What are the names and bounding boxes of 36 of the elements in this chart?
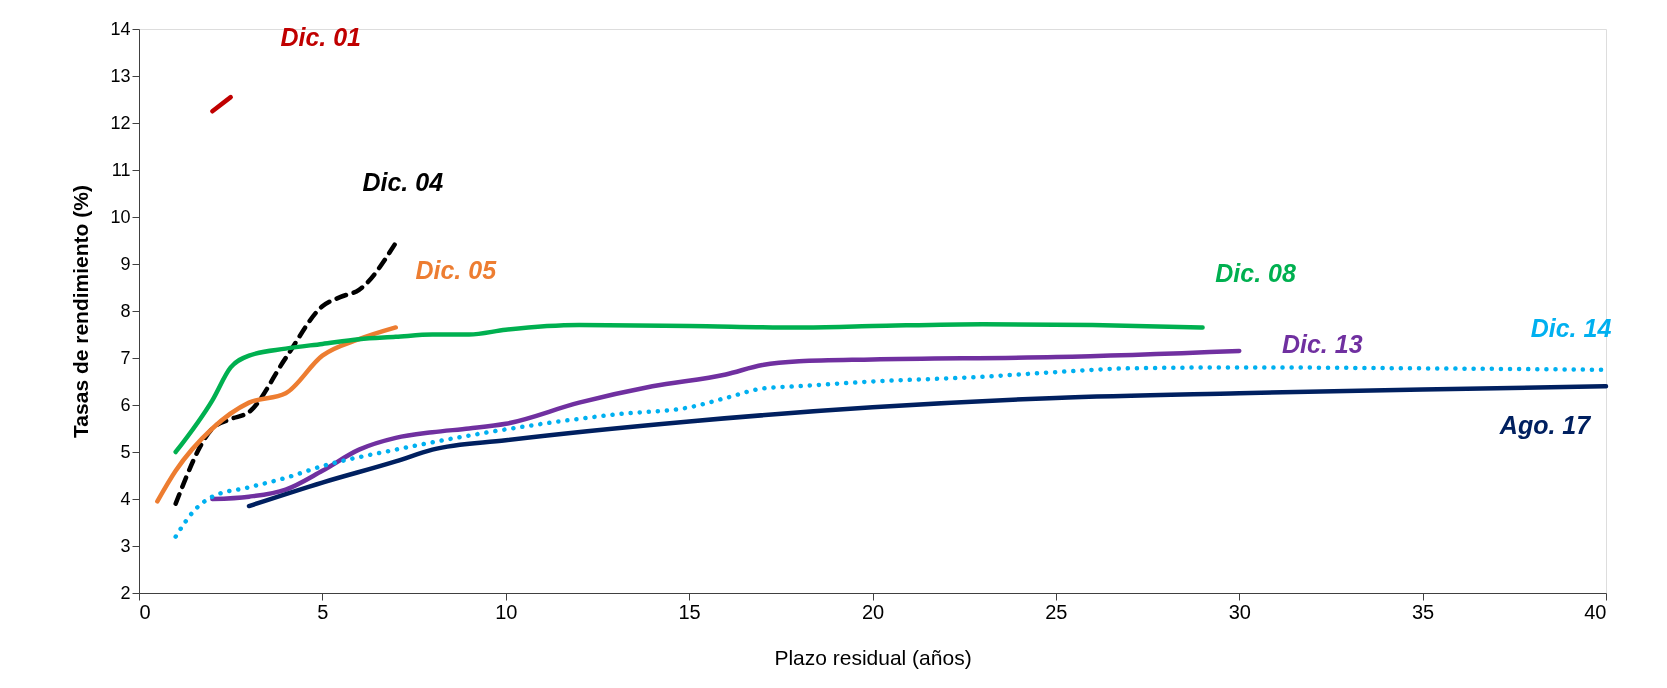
x-tick-label: 5 xyxy=(317,600,329,623)
y-tick-label: 5 xyxy=(120,441,131,462)
y-tick-label: 13 xyxy=(110,65,131,86)
y-tick-label: 9 xyxy=(120,253,131,274)
text: Dic. 04 xyxy=(362,167,444,196)
x-tick-label: 40 xyxy=(1584,600,1607,623)
y-tick-label: 10 xyxy=(110,206,131,227)
x-tick-label: 10 xyxy=(495,600,518,623)
x-tick-label: 30 xyxy=(1228,600,1251,623)
x-tick-label: 35 xyxy=(1412,600,1435,623)
series-label: Dic. 14 xyxy=(1530,313,1612,342)
series-label: Dic. 08 xyxy=(1215,259,1296,288)
line-series xyxy=(173,321,1205,455)
series-label: Ago. 17 xyxy=(1498,411,1592,440)
line-series xyxy=(173,240,398,506)
y-tick-label: 11 xyxy=(111,159,131,180)
y-tick-label: 3 xyxy=(120,535,131,556)
y-tick-label: 6 xyxy=(120,394,131,415)
y-tick-label: 14 xyxy=(110,18,131,39)
series-label: Dic. 05 xyxy=(415,256,498,285)
x-axis-title: Plazo residual (años) xyxy=(774,645,972,669)
line-series xyxy=(210,348,1242,502)
line-series xyxy=(246,383,1609,509)
y-tick-label: 12 xyxy=(110,112,131,133)
x-tick-label: 20 xyxy=(861,600,885,623)
line-series xyxy=(155,325,398,504)
x-tick-label: 0 xyxy=(139,600,151,623)
y-tick-label: 4 xyxy=(120,488,131,509)
x-tick-label: 25 xyxy=(1045,600,1068,623)
series-label: Dic. 13 xyxy=(1281,329,1363,358)
y-tick-label: 8 xyxy=(120,300,131,321)
y-tick-label: 2 xyxy=(120,582,131,603)
y-tick-label: 7 xyxy=(120,347,131,368)
x-tick-label: 15 xyxy=(678,600,701,623)
y-axis-title: Tasas de rendimiento (%) xyxy=(69,185,93,438)
text: Dic. 01 xyxy=(280,23,361,52)
